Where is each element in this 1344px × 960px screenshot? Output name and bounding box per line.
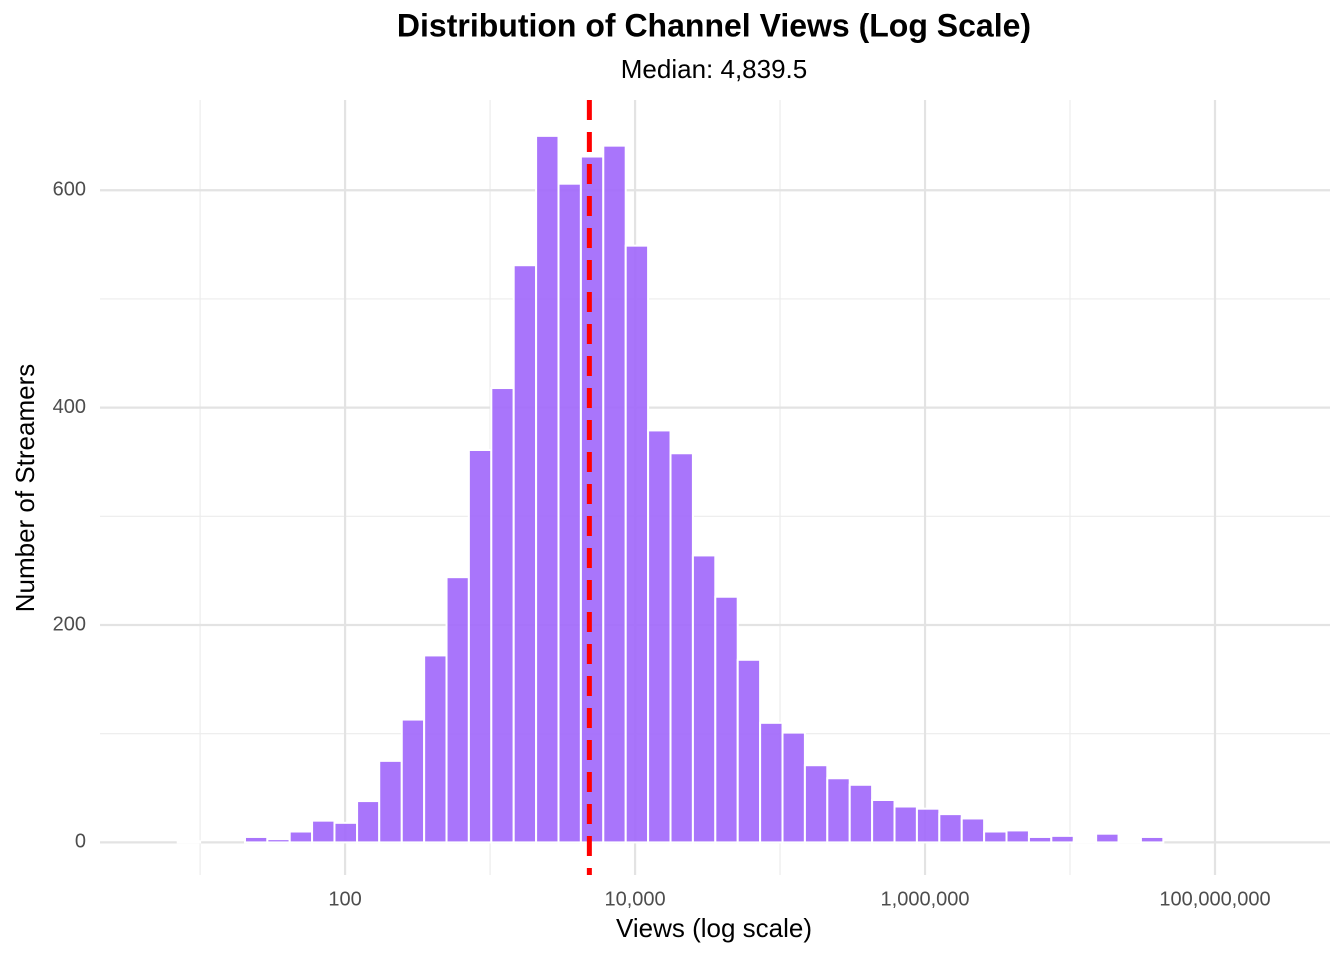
bar xyxy=(759,721,784,844)
bar xyxy=(311,819,336,844)
bar xyxy=(1072,840,1098,844)
x-axis-label: Views (log scale) xyxy=(616,913,812,943)
y-tick-label: 600 xyxy=(53,178,86,200)
chart-subtitle: Median: 4,839.5 xyxy=(621,54,807,84)
bar xyxy=(602,144,627,844)
y-tick-label: 400 xyxy=(53,396,86,418)
bar xyxy=(579,155,605,844)
y-axis-label: Number of Streamers xyxy=(10,364,40,613)
bar xyxy=(266,838,291,844)
bar xyxy=(1095,832,1120,844)
bar xyxy=(243,835,269,844)
bar xyxy=(176,840,202,844)
bar xyxy=(871,799,896,844)
bar xyxy=(915,807,941,844)
bar xyxy=(960,817,986,844)
bar xyxy=(983,830,1008,844)
bar xyxy=(467,449,493,844)
bar xyxy=(624,244,650,844)
bar xyxy=(535,134,560,844)
bar xyxy=(736,658,762,844)
bar xyxy=(423,654,448,844)
x-tick-label: 10,000 xyxy=(604,888,665,910)
bar xyxy=(378,759,403,844)
bar xyxy=(938,813,963,844)
bar xyxy=(512,264,538,844)
bar xyxy=(557,182,582,844)
bar xyxy=(1027,835,1053,844)
bar xyxy=(400,718,426,844)
bar xyxy=(445,576,470,844)
bar xyxy=(714,595,739,844)
bar xyxy=(1139,835,1165,844)
x-tick-label: 1,000,000 xyxy=(881,888,970,910)
bar xyxy=(1050,834,1075,844)
bar xyxy=(490,387,515,844)
bar xyxy=(288,830,314,844)
bar xyxy=(333,821,359,844)
bar xyxy=(356,800,381,844)
bar xyxy=(1117,840,1142,844)
bar xyxy=(781,731,806,844)
chart-title: Distribution of Channel Views (Log Scale… xyxy=(397,7,1031,43)
y-tick-label: 200 xyxy=(53,613,86,635)
bar xyxy=(1005,829,1030,844)
bar xyxy=(647,429,672,844)
bar xyxy=(848,783,874,844)
bar xyxy=(669,452,694,844)
y-tick-label: 0 xyxy=(75,831,86,853)
x-tick-label: 100 xyxy=(328,888,361,910)
x-tick-label: 100,000,000 xyxy=(1159,888,1270,910)
bar xyxy=(826,777,851,844)
bar xyxy=(691,554,717,844)
bar xyxy=(893,805,918,844)
bar xyxy=(803,764,829,844)
